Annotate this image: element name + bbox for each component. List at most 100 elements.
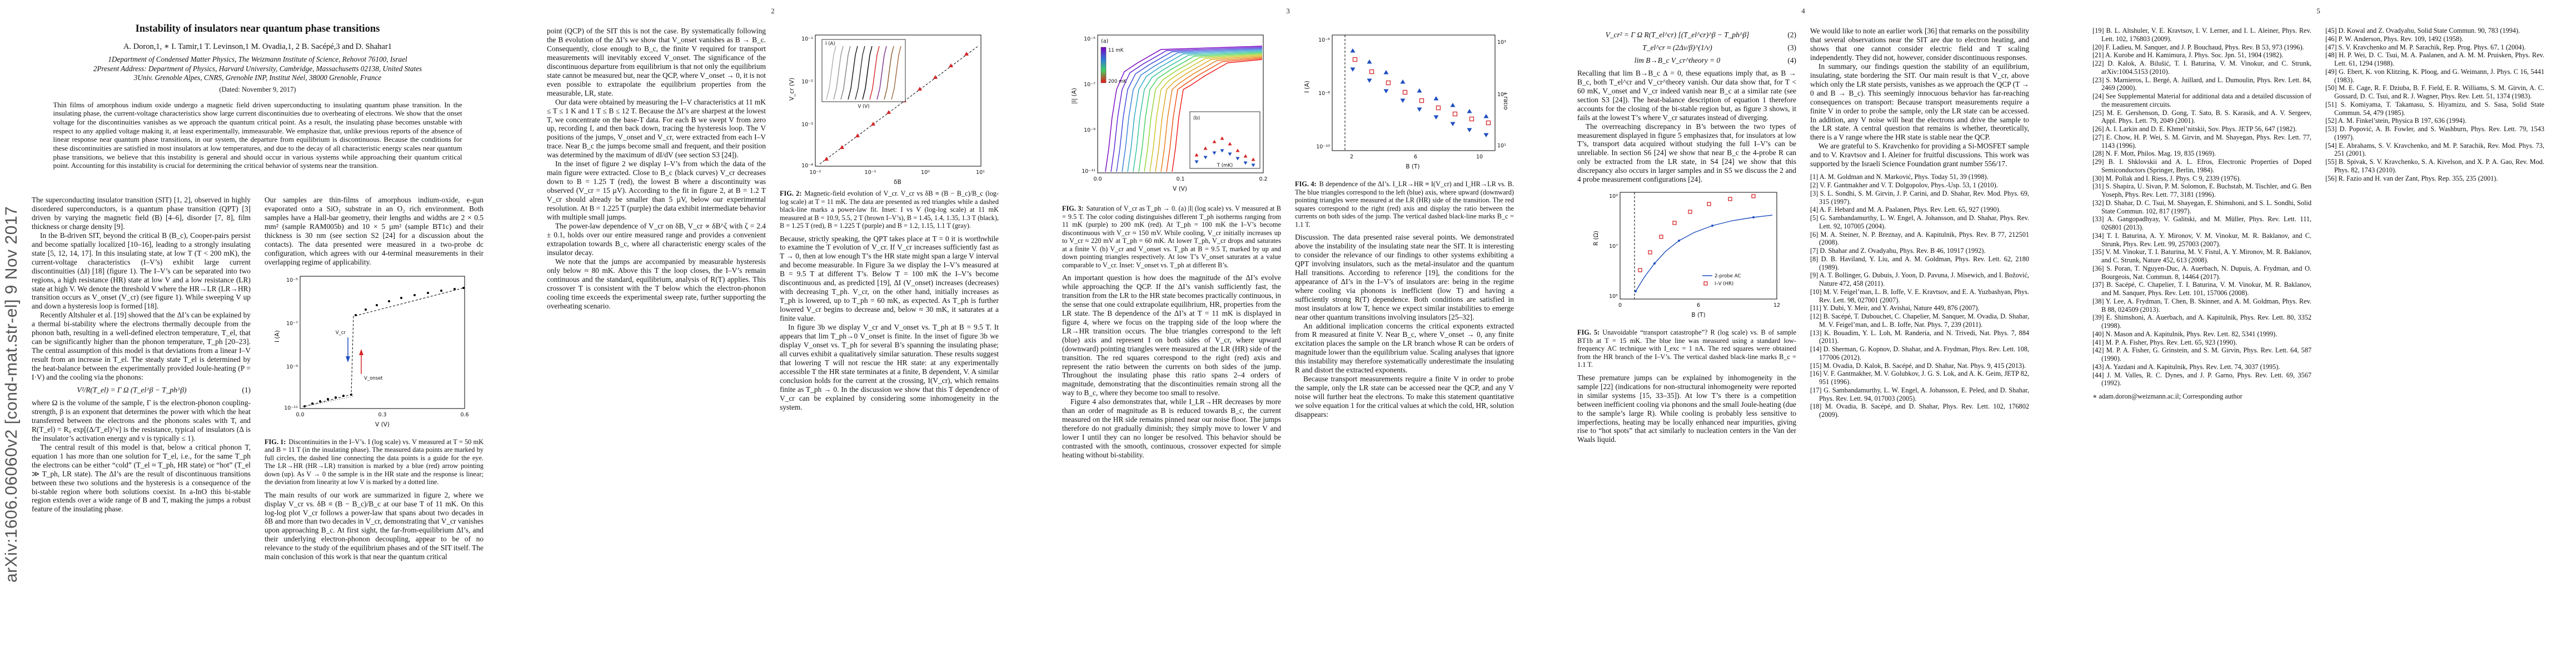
fig1-caption: FIG. 1: Discontinuities in the I–V’s. I (… [265,438,484,486]
fig4-ytick: 10⁻⁶ [1318,37,1330,43]
fig5-xtick: 6 [1696,302,1700,308]
dated-line: (Dated: November 9, 2017) [219,85,296,93]
reference-item: [37] B. Sacépé, C. Chapelier, T. I. Batu… [2092,281,2311,297]
fig5-caption: FIG. 5: Unavoidable “transport catastroph… [1577,328,1796,369]
reference-item: [40] N. Mason and A. Kapitulnik, Phys. R… [2092,330,2278,338]
fig4-ytick: 10⁻¹⁰ [1316,144,1330,150]
reference-item: [32] D. Shahar, D. C. Tsui, M. Shayegan,… [2092,198,2311,215]
reference-item: [43] A. Yazdani and A. Kapitulnik, Phys.… [2092,362,2280,371]
reference-item: [21] A. Kurobe and H. Kamimura, J. Phys.… [2092,51,2284,59]
fig3-caption: FIG. 3: Saturation of V_cr as T_ph → 0. (… [1062,205,1281,269]
reference-item: [56] R. Fazio and H. van der Zant, Phys.… [2325,174,2498,182]
reference-item: [24] See Supplemental Material for addit… [2092,92,2311,108]
fig2-caption: FIG. 2: Magnetic-field evolution of V_cr.… [780,190,999,230]
page-2: 2 point (QCP) of the SIT this is not the… [515,0,1030,667]
reference-item: [12] B. Sacépé, T. Dubouchet, C. Chapeli… [1810,312,2029,328]
fig3-plot: 10⁻⁵ 10⁻⁷ 10⁻⁹ 10⁻¹¹ |I| (A) 0.0 0.1 0.2… [1071,34,1268,192]
body-paragraph: Our samples are thin-films of amorphous … [265,196,484,266]
body-paragraph: Recently Altshuler et al. [19] showed th… [32,311,251,382]
reference-item: [49] G. Ebert, K. von Klitzing, K. Ploog… [2325,67,2544,84]
body-paragraph: The power-law dependence of V_cr on δB, … [547,221,766,257]
fig5-caption-label: FIG. 5: [1577,328,1600,337]
equation-2: V_cr² = Γ Ω R(T_el^cr) [(T_el^cr)^β − T_… [1577,31,1796,39]
figure-4: 10⁻⁶ 10⁻⁸ 10⁻¹⁰ I (A) 10³ 10² 10¹ I rati… [1295,29,1514,228]
abstract: Thin films of amorphous indium oxide und… [53,101,462,170]
body-paragraph: We note that the jumps are accompanied b… [547,257,766,310]
fig2-caption-text: Magnetic-field evolution of V_cr. V_cr v… [780,190,999,230]
reference-item: [33] A. Gangopadhyay, V. Galitski, and M… [2092,215,2311,231]
equation-body: V_cr² = Γ Ω R(T_el^cr) [(T_el^cr)^β − T_… [1605,31,1750,39]
equation-body: lim B→B_c V_cr^theory = 0 [1634,56,1721,64]
fig3-ytick: 10⁻⁷ [1084,82,1095,88]
page2-left-column: point (QCP) of the SIT this is not the c… [547,27,766,645]
fig1-xtick: 0.3 [378,412,386,418]
body-paragraph: Figure 4 also demonstrates that, while I… [1062,397,1281,460]
fig1-annotation-vonset: V_onset [364,376,383,381]
fig3-x-label: V (V) [1173,186,1187,192]
fig1-annotation-vcr: V_cr [336,330,346,336]
reference-item: [47] S. V. Kravchenko and M. P. Sarachik… [2325,43,2526,51]
fig5-ytick: 10⁹ [1609,193,1618,200]
fig3-y-label: |I| (A) [1071,88,1078,104]
fig5-xtick: 12 [1773,302,1780,308]
equation-1: V²/R(T_el) = Γ Ω (T_el^β − T_ph^β) (1) [32,386,251,395]
fig2-xtick: 10⁻² [810,170,821,176]
fig4-y-label-right: I ratio [1502,93,1507,110]
fig2-x-axis: 10⁻² 10⁻¹ 10⁰ 10¹ δB [810,170,985,186]
fig2-ytick: 10⁻¹ [801,36,813,42]
fig3-xtick: 0.1 [1176,176,1184,182]
fig2-xtick: 10⁰ [921,170,930,176]
affiliation-2: 2Present Address: Department of Physics,… [93,64,422,73]
reference-item: [5] G. Sambandamurthy, L. W. Engel, A. J… [1810,214,2029,230]
body-paragraph: where Ω is the volume of the sample, Γ i… [32,398,251,442]
page-number: 3 [1286,7,1290,15]
fig1-data-series [302,286,465,407]
fig5-ytick: 10⁵ [1609,293,1618,300]
body-paragraph: An additional implication concerns the c… [1295,321,1514,375]
fig1-x-label: V (V) [375,421,390,428]
body-paragraph: The main results of our work are summari… [265,490,484,561]
fig5-x-axis: 0 6 12 B (T) [1618,302,1780,318]
reference-item: [8] D. B. Haviland, Y. Liu, and A. M. Go… [1810,255,2029,271]
reference-item: [25] M. E. Gershenson, D. Gong, T. Sato,… [2092,108,2311,125]
fig5-blue-series [1634,215,1772,293]
fig1-ytick: 10⁻¹¹ [284,405,298,411]
reference-list-1: [1] A. M. Goldman and N. Marković, Phys.… [1810,173,2029,419]
fig1-x-axis: 0.0 0.3 0.6 V (V) [296,412,469,428]
fig3-inset-b: (b) [1189,111,1260,169]
fig4-caption-label: FIG. 4: [1295,180,1317,188]
reference-item: [39] E. Shimshoni, A. Auerbach, and A. K… [2092,313,2311,330]
fig2-inset: I (A) V (V) [821,39,906,109]
fig5-caption-text: Unavoidable “transport catastrophe”? R (… [1577,328,1796,369]
page3-right-column: 10⁻⁶ 10⁻⁸ 10⁻¹⁰ I (A) 10³ 10² 10¹ I rati… [1295,27,1514,645]
reference-item: [51] S. Komiyama, T. Takamasu, S. Hiyami… [2325,100,2544,117]
reference-list-2: [19] B. L. Altshuler, V. E. Kravtsov, I.… [2092,27,2311,387]
body-paragraph: Because transport measurements require a… [1295,375,1514,419]
fig4-ytick-right: 10¹ [1497,143,1506,149]
page2-right-column: 10⁻¹ 10⁻² 10⁻³ 10⁻⁴ V_cr (V) 10⁻² 10⁻¹ 1… [780,27,999,645]
reference-item: [19] B. L. Altshuler, V. E. Kravtsov, I.… [2092,27,2311,43]
page4-left-column: V_cr² = Γ Ω R(T_el^cr) [(T_el^cr)^β − T_… [1577,27,1796,645]
reference-item: [55] B. Spivak, S. V. Kravchenko, S. A. … [2325,158,2544,174]
page5-left-column: [19] B. L. Altshuler, V. E. Kravtsov, I.… [2092,27,2311,645]
reference-item: [36] S. Poran, T. Nguyen-Duc, A. Auerbac… [2092,264,2311,281]
reference-item: [17] G. Sambandamurthy, L. W. Engel, A. … [1810,386,2029,402]
fig5-legend-red: I–V (HR) [1715,281,1733,287]
fig1-xtick: 0.0 [296,412,304,418]
fig5-legend: 2-probe AC I–V (HR) [1702,273,1741,287]
fig2-ytick: 10⁻² [801,79,813,85]
fig5-y-label: R (Ω) [1593,231,1600,246]
fig1-caption-label: FIG. 1: [265,437,286,446]
fig2-inset-y-label: I (A) [825,41,835,47]
fig3-y-axis: 10⁻⁵ 10⁻⁷ 10⁻⁹ 10⁻¹¹ |I| (A) [1071,36,1095,175]
page4-right-column: We would like to note an earlier work [3… [1810,27,2029,645]
fig4-plot: 10⁻⁶ 10⁻⁸ 10⁻¹⁰ I (A) 10³ 10² 10¹ I rati… [1304,34,1507,170]
page-1: Instability of insulators near quantum p… [0,0,515,667]
fig5-xtick: 0 [1618,302,1621,308]
fig4-xtick: 2 [1350,154,1353,160]
fig1-ytick: 10⁻⁹ [286,364,298,370]
reference-item: [28] N. F. Mott, Philos. Mag. 19, 835 (1… [2092,150,2216,158]
fig1-xtick: 0.6 [460,412,469,418]
arxiv-stamp: arXiv:1606.06060v2 [cond-mat.str-el] 9 N… [2,206,21,583]
page3-left-column: 10⁻⁵ 10⁻⁷ 10⁻⁹ 10⁻¹¹ |I| (A) 0.0 0.1 0.2… [1062,27,1281,645]
